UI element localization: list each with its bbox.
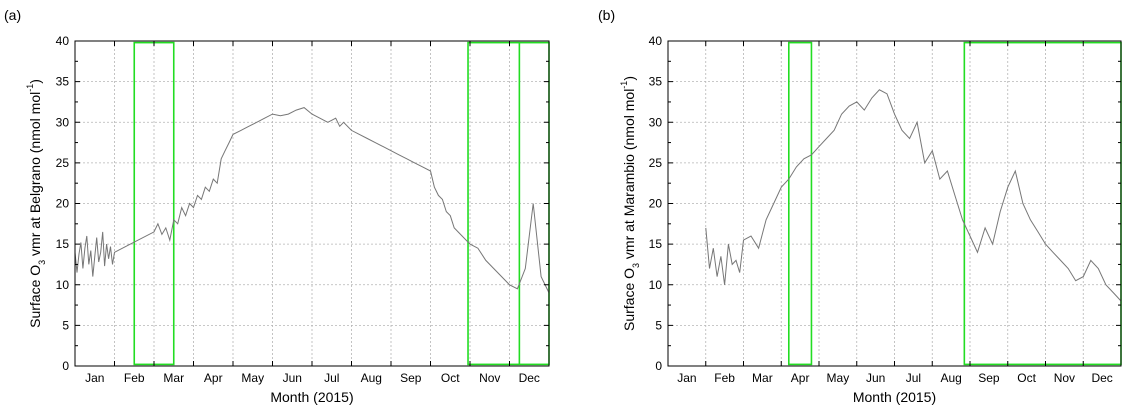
panel-label: (b) (598, 7, 615, 23)
y-axis-title: Surface O3 vmr at Belgrano (nmol mol-1) (25, 79, 47, 328)
panel-label: (a) (4, 7, 21, 23)
y-axis-title-part: Surface O (27, 265, 43, 328)
x-tick-label: May (827, 371, 850, 385)
x-tick-label: Apr (791, 371, 810, 385)
x-tick-label: Feb (124, 371, 145, 385)
x-tick-label: Oct (1017, 371, 1036, 385)
y-axis: 0 5 10 15 20 25 30 35 40 (56, 34, 549, 373)
y-tick-label: 40 (56, 34, 70, 48)
x-axis-title: Month (2015) (270, 389, 353, 405)
y-tick-label: 15 (56, 237, 70, 251)
x-tick-label: Mar (752, 371, 773, 385)
y-axis-title-part: Surface O (621, 268, 637, 331)
grid-lines (668, 41, 1121, 366)
x-axis-title: Month (2015) (853, 389, 936, 405)
x-tick-label: Dec (519, 371, 540, 385)
chart-panel-b: (b) 0 5 10 15 20 25 30 35 40 Jan Feb Mar Apr May Jun Jul… (598, 7, 1122, 405)
y-tick-label: 20 (56, 197, 70, 211)
x-tick-label: Jul (324, 371, 339, 385)
y-axis-title-part: 3 (631, 263, 641, 268)
y-axis-title-part: ) (27, 79, 43, 84)
y-tick-label: 0 (62, 359, 69, 373)
x-tick-label: Nov (479, 371, 500, 385)
x-axis: Jan Feb Mar Apr May Jun Jul Aug Sep Oct Nov Dec (667, 41, 1122, 385)
x-tick-label: Nov (1054, 371, 1075, 385)
x-axis: Jan Feb Mar Apr May Jun Jul Aug Sep Oct Nov Dec (74, 41, 550, 385)
y-tick-label: 0 (655, 359, 662, 373)
x-tick-label: Jun (283, 371, 302, 385)
y-axis-title-part: -1 (25, 84, 35, 92)
x-tick-label: Sep (978, 371, 1000, 385)
y-tick-label: 10 (56, 278, 70, 292)
y-axis: 0 5 10 15 20 25 30 35 40 (649, 34, 1121, 373)
x-tick-label: Jan (85, 371, 104, 385)
x-tick-label: Feb (714, 371, 735, 385)
y-tick-label: 35 (649, 75, 663, 89)
x-tick-label: May (241, 371, 264, 385)
highlight-boxes (787, 41, 1122, 366)
x-tick-label: Aug (361, 371, 382, 385)
ozone-series-line (74, 107, 550, 294)
y-axis-title-part: vmr at Belgrano (nmol mol (27, 92, 43, 260)
y-axis-title-part: vmr at Marambio (nmol mol (621, 89, 637, 263)
y-tick-label: 5 (62, 318, 69, 332)
ozone-series-line (705, 89, 1122, 302)
y-tick-label: 40 (649, 34, 663, 48)
x-tick-label: Apr (204, 371, 223, 385)
y-axis-title-part: -1 (619, 81, 629, 89)
y-tick-label: 25 (56, 156, 70, 170)
y-axis-title: Surface O3 vmr at Marambio (nmol mol-1) (619, 76, 641, 331)
y-tick-label: 25 (649, 156, 663, 170)
x-tick-label: Mar (163, 371, 184, 385)
y-tick-label: 20 (649, 197, 663, 211)
chart-panel-a: (a) 0 5 10 15 20 25 30 35 40 Jan Feb Mar Apr May Jun Jul… (4, 7, 550, 405)
x-tick-label: Sep (400, 371, 422, 385)
y-axis-title-part: ) (621, 76, 637, 81)
y-tick-label: 30 (649, 115, 663, 129)
y-tick-label: 5 (655, 318, 662, 332)
highlight-box (787, 41, 813, 366)
y-axis-title-part: 3 (37, 260, 47, 265)
x-tick-label: Jan (677, 371, 696, 385)
y-tick-label: 35 (56, 75, 70, 89)
x-tick-label: Dec (1091, 371, 1112, 385)
x-tick-label: Oct (441, 371, 460, 385)
x-tick-label: Aug (940, 371, 961, 385)
x-tick-label: Jul (906, 371, 921, 385)
grid-lines (75, 41, 549, 366)
y-tick-label: 30 (56, 115, 70, 129)
y-tick-label: 15 (649, 237, 663, 251)
x-tick-label: Jun (866, 371, 885, 385)
y-tick-label: 10 (649, 278, 663, 292)
